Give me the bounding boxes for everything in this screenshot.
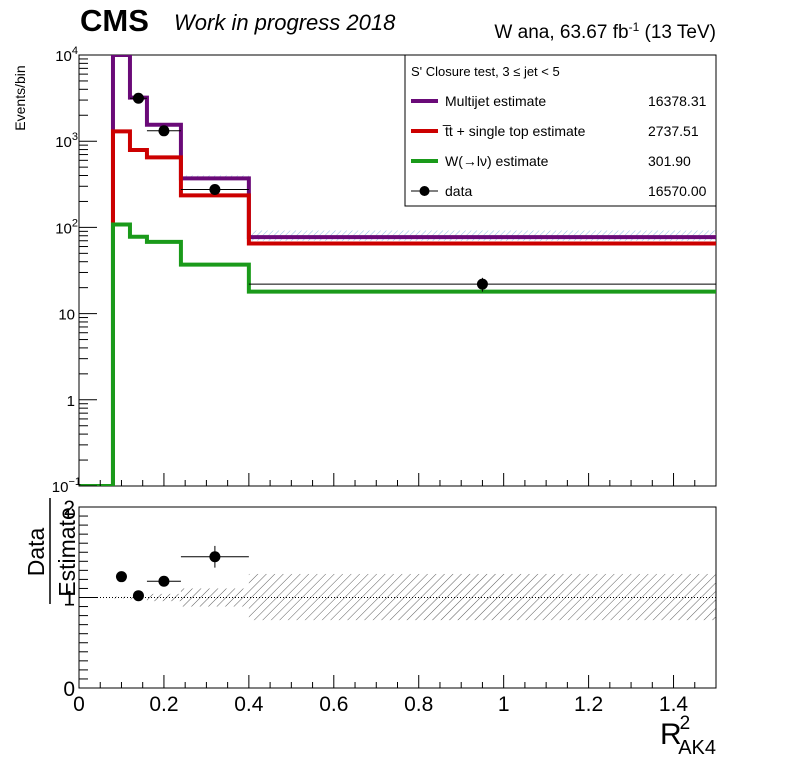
- x-tick-label-6: 1.2: [574, 693, 603, 716]
- legend-label-ttbar: t̅t + single top estimate: [442, 123, 586, 139]
- x-axis-label-base: R: [660, 718, 682, 751]
- x-axis-label-superscript: 2: [680, 713, 691, 734]
- top-y-axis-label: Events/bin: [12, 65, 28, 130]
- top-y-axis: 10−1 1 10 102 103 104: [52, 45, 97, 496]
- data-point-0: [129, 92, 147, 104]
- x-tick-label-2: 0.4: [234, 693, 264, 716]
- top-x-ticks: [78, 473, 717, 486]
- legend-title: S' Closure test, 3 ≤ jet < 5: [411, 64, 560, 79]
- top-data-points: [129, 92, 716, 292]
- ratio-y-tick-label-2: 2: [63, 497, 75, 520]
- legend-value-ttbar: 2737.51: [648, 123, 699, 139]
- ratio-band-bin-4: [248, 573, 716, 621]
- legend-value-wjets: 301.90: [648, 153, 691, 169]
- top-y-tick-label-2: 10: [58, 307, 75, 324]
- legend-value-multijet: 16378.31: [648, 93, 707, 109]
- x-tick-label-5: 1: [498, 693, 510, 716]
- x-tick-label-4: 0.8: [404, 693, 433, 716]
- ratio-y-tick-label-1: 1: [63, 588, 75, 611]
- legend-label-multijet: Multijet estimate: [445, 93, 546, 109]
- legend-value-data: 16570.00: [648, 183, 707, 199]
- lumi-label: W ana, 63.67 fb-1 (13 TeV): [494, 20, 716, 43]
- x-tick-label-3: 0.6: [319, 693, 348, 716]
- ratio-point-0: [115, 571, 127, 583]
- series-line-2: [79, 222, 716, 486]
- status-label: Work in progress 2018: [174, 10, 396, 35]
- ratio-y-axis-label: Data Estimate: [23, 498, 80, 604]
- top-y-tick-label-1: 1: [67, 393, 75, 410]
- ratio-data-points: [115, 545, 249, 602]
- x-tick-label-0: 0: [73, 693, 85, 716]
- series-line-1: [79, 129, 716, 486]
- x-axis-label-subscript: AK4: [678, 737, 716, 759]
- legend-label-data: data: [445, 183, 472, 199]
- ratio-point-2: [146, 575, 181, 587]
- experiment-label: CMS: [80, 3, 149, 38]
- ratio-y-label-denominator: Estimate: [54, 507, 80, 596]
- ratio-y-label-numerator: Data: [23, 528, 49, 577]
- legend-swatch-data-marker: [419, 186, 430, 196]
- legend-box: [404, 54, 717, 207]
- lumi-exponent: -1: [629, 20, 640, 34]
- x-tick-label-7: 1.4: [659, 693, 689, 716]
- x-axis-label: R2 AK4: [660, 713, 716, 759]
- series-line-0: [79, 55, 716, 486]
- ratio-y-tick-label-0: 0: [63, 678, 75, 701]
- ratio-point-3: [180, 545, 249, 568]
- top-series-group: [79, 55, 716, 486]
- lumi-suffix: (13 TeV): [639, 22, 716, 43]
- data-point-3: [248, 277, 716, 292]
- data-point-1: [146, 125, 181, 137]
- legend-label-wjets: W(→lν) estimate: [445, 153, 549, 169]
- ratio-axes: 0 0.2 0.4 0.6 0.8 1 1.2 1.4 0 1 2: [63, 497, 717, 716]
- ratio-point-1: [132, 590, 144, 602]
- top-y-tick-label-0: 10−1: [52, 476, 81, 496]
- legend: S' Closure test, 3 ≤ jet < 5 Multijet es…: [404, 54, 717, 207]
- data-point-2: [180, 184, 249, 196]
- lumi-prefix: W ana, 63.67 fb: [494, 22, 628, 43]
- ratio-uncertainty-band: [112, 573, 716, 621]
- top-y-tick-label-4: 103: [55, 131, 78, 151]
- x-tick-label-1: 0.2: [149, 693, 178, 716]
- top-y-tick-label-5: 104: [55, 45, 78, 65]
- top-y-tick-label-3: 102: [55, 217, 78, 237]
